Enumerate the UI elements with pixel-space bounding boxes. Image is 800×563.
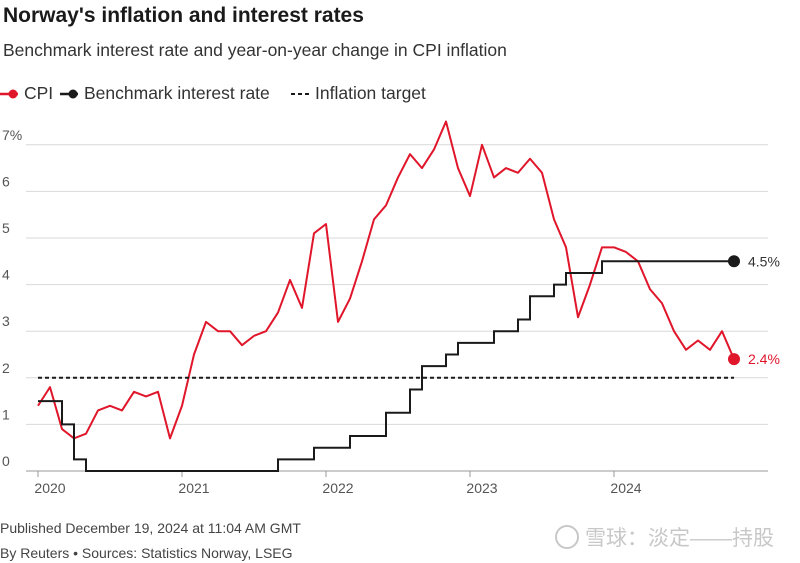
rate-end-label: 4.5% bbox=[748, 253, 780, 269]
y-tick-label: 0 bbox=[2, 453, 10, 469]
interest-rate-line bbox=[38, 260, 734, 472]
y-tick-label: 6 bbox=[2, 173, 10, 189]
x-tick-label: 2024 bbox=[610, 480, 641, 496]
series-layer bbox=[37, 120, 735, 472]
legend-label-rate: Benchmark interest rate bbox=[84, 83, 270, 103]
cpi-end-label: 2.4% bbox=[748, 351, 780, 367]
x-tick-label: 2021 bbox=[178, 480, 209, 496]
legend-item-cpi: CPI bbox=[0, 83, 53, 104]
chart-title: Norway's inflation and interest rates bbox=[3, 4, 364, 27]
watermark-logo-icon bbox=[555, 525, 579, 549]
grid-lines bbox=[26, 144, 768, 472]
source-note: By Reuters • Sources: Statistics Norway,… bbox=[0, 545, 293, 561]
x-tick-label: 2022 bbox=[322, 480, 353, 496]
legend-item-target: Inflation target bbox=[291, 83, 426, 104]
y-tick-label: 1 bbox=[2, 406, 10, 422]
y-axis-ticks: 0 1 2 3 4 5 6 7% bbox=[2, 127, 22, 469]
legend-label-target: Inflation target bbox=[315, 83, 426, 103]
watermark: 雪球：淡定——持股 bbox=[555, 522, 774, 552]
y-tick-label: 7% bbox=[2, 127, 22, 143]
x-axis-ticks: 2020 2021 2022 2023 2024 bbox=[34, 471, 642, 496]
cpi-line bbox=[37, 120, 735, 440]
x-tick-label: 2020 bbox=[34, 480, 65, 496]
rate-end-point bbox=[728, 255, 740, 268]
cpi-end-point bbox=[728, 353, 740, 366]
cpi-swatch-icon bbox=[0, 89, 18, 98]
x-tick-label: 2023 bbox=[466, 480, 497, 496]
y-tick-label: 4 bbox=[2, 267, 10, 283]
watermark-text: 雪球：淡定——持股 bbox=[585, 527, 774, 550]
legend-label-cpi: CPI bbox=[24, 83, 54, 103]
legend-item-rate: Benchmark interest rate bbox=[60, 83, 270, 104]
published-note: Published December 19, 2024 at 11:04 AM … bbox=[0, 520, 301, 536]
y-tick-label: 2 bbox=[2, 360, 10, 376]
target-swatch-icon bbox=[291, 92, 309, 95]
y-tick-label: 5 bbox=[2, 220, 10, 236]
end-markers: 2.4% 4.5% bbox=[728, 253, 780, 367]
y-tick-label: 3 bbox=[2, 313, 10, 329]
rate-swatch-icon bbox=[60, 89, 78, 98]
chart-subtitle: Benchmark interest rate and year-on-year… bbox=[3, 40, 507, 60]
